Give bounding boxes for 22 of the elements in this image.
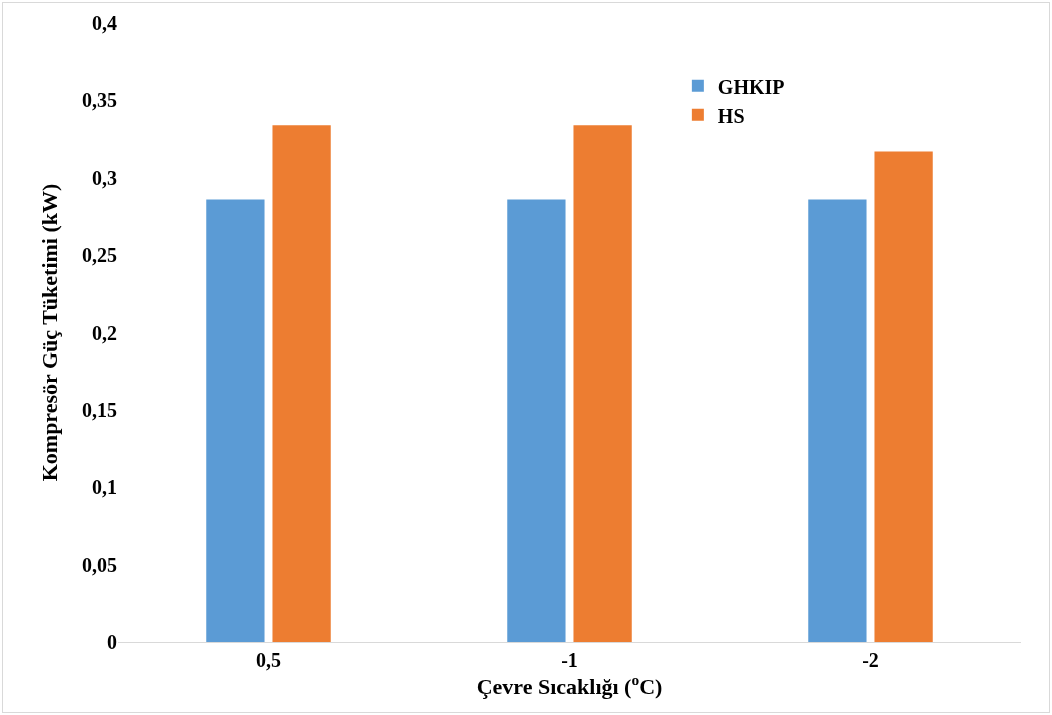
y-tick-label: 0,3 — [92, 166, 117, 189]
y-tick-label: 0,4 — [92, 12, 117, 34]
y-tick-label: 0,2 — [92, 321, 117, 344]
y-axis-title: Kompresör Güç Tüketimi (kW) — [36, 183, 62, 482]
x-axis-title: Çevre Sıcaklığı ($^{o}$C) — [476, 671, 663, 700]
y-tick-label: 0,25 — [82, 244, 117, 267]
y-tick-label: 0,05 — [82, 553, 117, 576]
x-tick-label: 0,5 — [256, 649, 281, 671]
bar — [507, 199, 566, 642]
y-tick-label: 0,15 — [82, 398, 117, 421]
legend-label: GHKIP — [717, 75, 785, 98]
bar — [206, 199, 265, 642]
bar — [808, 199, 867, 642]
x-tick-label: -2 — [862, 649, 879, 671]
y-tick-label: 0,1 — [92, 476, 117, 499]
y-tick-label: 0,35 — [82, 89, 117, 112]
bar — [272, 125, 331, 642]
legend-label: HS — [717, 104, 745, 127]
x-tick-label: -1 — [561, 649, 578, 671]
bar — [573, 125, 632, 642]
bar — [874, 151, 933, 642]
y-tick-label: 0 — [107, 631, 117, 653]
